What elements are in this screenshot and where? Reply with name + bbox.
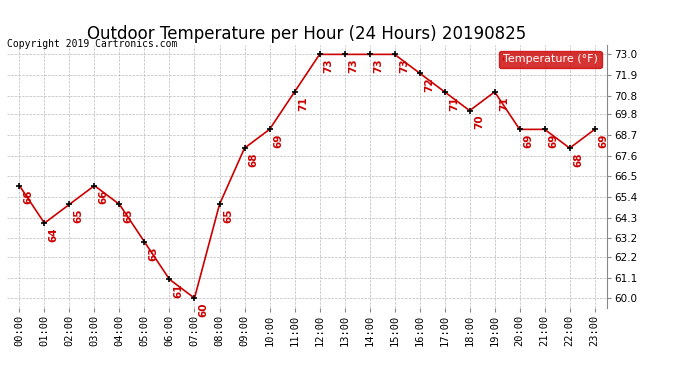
Text: 73: 73 <box>348 58 359 73</box>
Text: 63: 63 <box>148 246 159 261</box>
Text: 60: 60 <box>199 302 208 317</box>
Text: 70: 70 <box>474 115 484 129</box>
Text: 66: 66 <box>99 190 108 204</box>
Text: 68: 68 <box>248 152 259 167</box>
Text: 68: 68 <box>574 152 584 167</box>
Text: 69: 69 <box>599 134 609 148</box>
Text: 65: 65 <box>74 209 83 223</box>
Text: 61: 61 <box>174 284 184 298</box>
Text: Copyright 2019 Cartronics.com: Copyright 2019 Cartronics.com <box>7 39 177 50</box>
Text: 71: 71 <box>299 96 308 111</box>
Title: Outdoor Temperature per Hour (24 Hours) 20190825: Outdoor Temperature per Hour (24 Hours) … <box>88 26 526 44</box>
Text: 64: 64 <box>48 227 59 242</box>
Text: 69: 69 <box>524 134 534 148</box>
Legend: Temperature (°F): Temperature (°F) <box>499 51 602 68</box>
Text: 65: 65 <box>124 209 134 223</box>
Text: 69: 69 <box>274 134 284 148</box>
Text: 66: 66 <box>23 190 34 204</box>
Text: 65: 65 <box>224 209 234 223</box>
Text: 72: 72 <box>424 77 434 92</box>
Text: 71: 71 <box>448 96 459 111</box>
Text: 73: 73 <box>324 58 334 73</box>
Text: 71: 71 <box>499 96 509 111</box>
Text: 69: 69 <box>549 134 559 148</box>
Text: 73: 73 <box>374 58 384 73</box>
Text: 73: 73 <box>399 58 408 73</box>
